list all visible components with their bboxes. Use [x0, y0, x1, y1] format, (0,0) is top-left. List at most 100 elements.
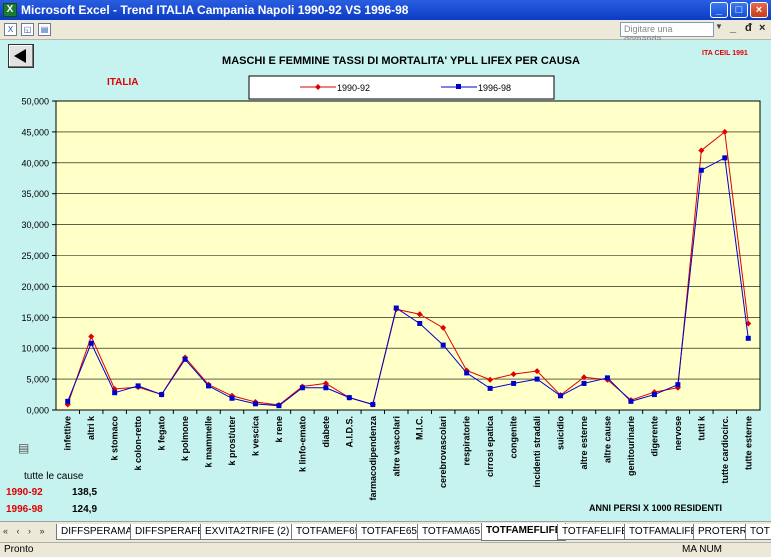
legend-box: [248, 75, 555, 100]
chart-area[interactable]: 0,000 5,000 10,000 15,000 20,000 25,000 30,000…: [0, 40, 771, 521]
point-1996-98: [159, 392, 165, 398]
x-tick-label: infettive: [63, 416, 73, 451]
x-tick-label: altri k: [86, 415, 96, 440]
back-arrow-icon: [14, 49, 26, 63]
print-icon[interactable]: ▤: [18, 441, 30, 455]
status-indicators: MA NUM: [682, 544, 722, 555]
point-1996-98: [182, 356, 188, 362]
print-preview-icon[interactable]: ◱: [21, 23, 34, 36]
point-1996-98: [581, 380, 587, 386]
x-tick-label: cirrosi epatica: [485, 415, 495, 477]
sheet-tab[interactable]: EXVITA2TRIFE (2): [200, 524, 295, 540]
maximize-button[interactable]: □: [730, 2, 748, 18]
point-1990-92: [510, 371, 517, 378]
footer-note: ANNI PERSI X 1000 RESIDENTI: [589, 503, 722, 513]
x-tick-label: congenite: [509, 416, 519, 459]
x-tick-label: diabete: [321, 416, 331, 448]
point-1990-92: [88, 333, 95, 340]
x-tick-label: incidenti stradali: [532, 416, 542, 488]
point-1996-98: [628, 398, 634, 404]
point-1990-92: [534, 368, 541, 375]
point-1996-98: [229, 395, 235, 401]
point-1990-92: [581, 374, 587, 381]
point-1996-98: [745, 335, 751, 341]
point-1996-98: [370, 401, 376, 407]
doc-restore-button[interactable]: ᵭ: [745, 22, 752, 34]
y-tick-label: 5,000: [26, 375, 49, 385]
point-1996-98: [88, 340, 94, 346]
title-bar: X Microsoft Excel - Trend ITALIA Campani…: [0, 0, 771, 20]
y-tick-label: 50,000: [21, 97, 49, 107]
summary-row-label: 1996-98: [6, 504, 43, 515]
y-tick-label: 10,000: [21, 344, 49, 354]
point-1996-98: [698, 167, 704, 173]
x-tick-label: k prost/uter: [227, 416, 237, 466]
y-tick-label: 15,000: [21, 313, 49, 323]
point-1996-98: [511, 380, 517, 386]
status-bar: Pronto MA NUM: [0, 542, 771, 557]
point-1990-92: [487, 376, 494, 383]
back-button[interactable]: [8, 44, 34, 68]
sheet-tab[interactable]: TOTFAFE65: [356, 524, 422, 540]
sheet-tab[interactable]: DIFFSPERAFE: [130, 524, 209, 540]
x-tick-label: k colon-retto: [133, 416, 143, 471]
y-tick-label: 0,000: [26, 406, 49, 416]
x-tick-label: cerebrovascolari: [438, 416, 448, 488]
summary-title: tutte le cause: [24, 471, 84, 482]
x-tick-label: tutti k: [696, 415, 706, 440]
legend-label-1996: 1996-98: [478, 83, 511, 93]
sheet-tab[interactable]: TOTFAMALIFE: [624, 524, 703, 540]
x-tick-label: k polmone: [180, 416, 190, 461]
help-search-input[interactable]: Digitare una domanda.: [620, 22, 714, 44]
minimize-button[interactable]: _: [710, 2, 728, 18]
x-tick-label: k mammelle: [204, 416, 214, 468]
x-tick-label: altre vascolari: [391, 416, 401, 477]
point-1996-98: [346, 395, 352, 401]
point-1996-98: [393, 305, 399, 311]
legend-label-1990: 1990-92: [337, 83, 370, 93]
point-1996-98: [417, 320, 423, 326]
sheet-tab[interactable]: PROTERR: [693, 524, 752, 540]
point-1996-98: [252, 401, 258, 407]
sheet-nav-arrows[interactable]: « ‹ › »: [3, 526, 48, 536]
sheet-tab[interactable]: TOT: [745, 524, 771, 540]
series-line-1990-92: [67, 130, 749, 406]
x-tick-label: k vescica: [250, 415, 260, 456]
x-tick-label: k rene: [274, 416, 284, 443]
y-tick-label: 35,000: [21, 189, 49, 199]
point-1996-98: [276, 403, 282, 409]
excel-doc-icon[interactable]: X: [4, 23, 17, 36]
x-tick-label: respiratorie: [462, 416, 472, 466]
close-button[interactable]: ×: [750, 2, 768, 18]
point-1996-98: [464, 370, 470, 376]
point-1990-92: [698, 147, 705, 154]
x-tick-label: genitourinarie: [626, 416, 636, 476]
sheet-tab[interactable]: TOTFAMA65: [417, 524, 486, 540]
point-1996-98: [112, 390, 118, 396]
point-1996-98: [675, 382, 681, 388]
point-1990-92: [721, 128, 728, 135]
x-tick-label: nervose: [673, 416, 683, 451]
x-tick-label: tutte cardiocirc.: [720, 416, 730, 484]
corner-note: ITA CEIL 1991: [702, 50, 748, 57]
chevron-down-icon[interactable]: ▼: [715, 22, 723, 31]
toolbar: X ◱ ▤: [0, 20, 771, 40]
window-title: Microsoft Excel - Trend ITALIA Campania …: [21, 3, 409, 17]
x-tick-label: tutte esterne: [743, 416, 753, 470]
sheet-tab[interactable]: TOTFAFELIFE: [557, 524, 633, 540]
doc-close-button[interactable]: ×: [759, 22, 766, 34]
legend-marker-1990: [315, 84, 321, 90]
point-1996-98: [651, 392, 657, 398]
point-1996-98: [558, 393, 564, 399]
sheet-tab[interactable]: DIFFSPERAMA: [56, 524, 138, 540]
sheet-tab-active[interactable]: TOTFAMEFLIFE: [481, 523, 567, 541]
status-text: Pronto: [4, 544, 34, 555]
print-icon[interactable]: ▤: [38, 23, 51, 36]
sheet-tab[interactable]: TOTFAMEF65: [291, 524, 366, 540]
point-1996-98: [299, 385, 305, 391]
point-1996-98: [487, 385, 493, 391]
x-tick-label: altre cause: [602, 416, 612, 463]
x-tick-label: altre esterne: [579, 416, 589, 470]
doc-minimize-button[interactable]: _: [730, 22, 737, 34]
excel-icon: X: [3, 3, 17, 17]
